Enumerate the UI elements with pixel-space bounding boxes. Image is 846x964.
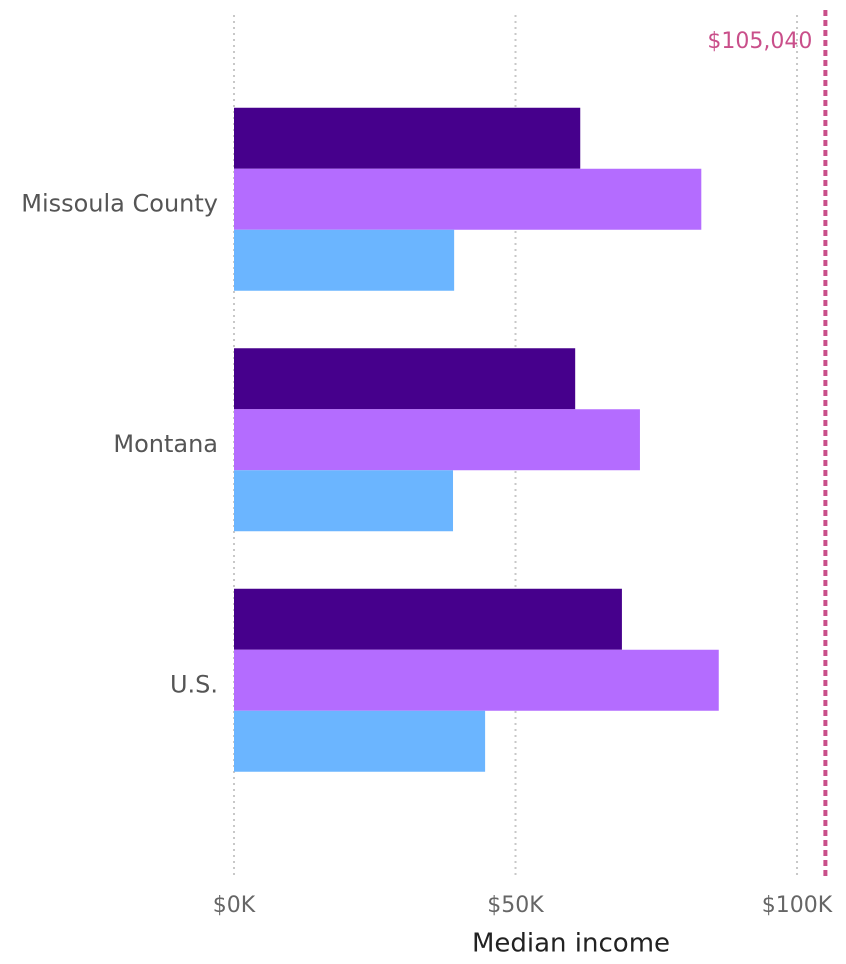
x-axis-title: Median income	[472, 929, 670, 959]
x-tick-label: $0K	[213, 893, 256, 918]
bar	[234, 588, 622, 650]
reference-label: $105,040	[707, 29, 812, 54]
y-tick-label: Montana	[113, 430, 218, 458]
bar	[234, 107, 581, 169]
bar	[234, 649, 719, 711]
bar	[234, 168, 702, 230]
bar	[234, 229, 455, 291]
x-tick-label: $50K	[487, 893, 544, 918]
y-tick-label: U.S.	[170, 670, 218, 698]
bar	[234, 470, 454, 532]
y-tick-label: Missoula County	[21, 189, 218, 217]
x-tick-label: $100K	[762, 893, 833, 918]
bar	[234, 348, 576, 410]
bar	[234, 409, 640, 471]
bar	[234, 710, 486, 772]
